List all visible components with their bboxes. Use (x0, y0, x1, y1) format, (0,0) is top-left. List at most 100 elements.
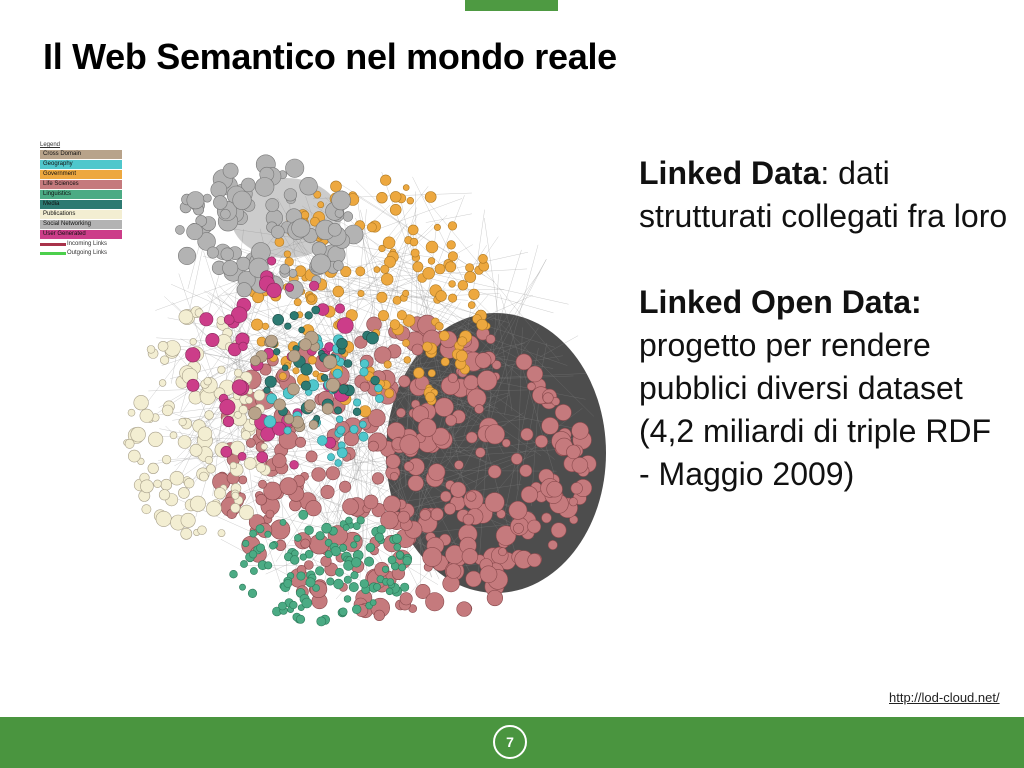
dataset-node (398, 375, 411, 388)
dataset-node (273, 348, 281, 356)
dataset-node (312, 584, 320, 592)
dataset-node (491, 360, 502, 370)
graph-nodes (123, 154, 597, 627)
dataset-node (440, 357, 450, 367)
dataset-node (289, 600, 298, 610)
legend-item: Social Networking (40, 220, 122, 229)
dataset-node (285, 283, 294, 292)
dataset-node (520, 427, 534, 441)
dataset-node (508, 500, 528, 520)
dataset-node (311, 305, 321, 315)
dataset-node (424, 191, 437, 203)
dataset-node (428, 463, 446, 481)
dataset-node (283, 188, 297, 202)
dataset-node (332, 285, 344, 298)
linked-data-paragraph: Linked Data: dati strutturati collegati … (639, 152, 1009, 238)
dataset-node (240, 560, 248, 568)
dataset-node (258, 479, 267, 489)
dataset-node (186, 191, 205, 210)
dataset-node (278, 601, 287, 611)
dataset-node (353, 398, 362, 407)
dataset-node (253, 389, 266, 402)
dataset-node (350, 571, 359, 580)
dataset-node (283, 578, 293, 588)
dataset-node (133, 395, 149, 411)
dataset-node (265, 198, 280, 212)
dataset-node (261, 322, 269, 330)
dataset-node (158, 489, 171, 501)
dataset-node (217, 529, 226, 537)
dataset-node (313, 190, 322, 199)
lod-term: Linked Open Data: (639, 284, 922, 320)
dataset-node (274, 237, 285, 247)
dataset-node (402, 556, 412, 566)
dataset-node (541, 512, 552, 524)
source-link[interactable]: http://lod-cloud.net/ (889, 690, 1000, 705)
dataset-node (178, 487, 190, 499)
dataset-node (255, 494, 268, 506)
dataset-node (160, 478, 173, 491)
dataset-node (197, 426, 213, 441)
dataset-node (366, 222, 377, 233)
dataset-node (376, 291, 388, 303)
dataset-node (285, 158, 305, 178)
dataset-node (296, 571, 306, 581)
dataset-node (169, 471, 185, 486)
dataset-node (485, 334, 496, 344)
dataset-node (247, 588, 258, 599)
dataset-node (398, 563, 407, 572)
dataset-node (345, 516, 353, 525)
dataset-node (373, 609, 385, 622)
legend-item: Cross Domain (40, 150, 122, 159)
dataset-node (279, 518, 287, 526)
dataset-node (554, 404, 572, 421)
graph-legend: Legend Cross Domain Geography Government Li… (40, 142, 122, 258)
dataset-node (356, 516, 365, 525)
dataset-node (335, 415, 344, 423)
dataset-node (520, 486, 539, 504)
dataset-node (147, 462, 159, 475)
dataset-node (222, 260, 239, 277)
dataset-node (378, 244, 386, 253)
dataset-node (415, 583, 431, 599)
dataset-node (324, 538, 333, 547)
dataset-node (266, 393, 278, 404)
dataset-node (206, 464, 216, 474)
dataset-node (223, 314, 235, 325)
dataset-node (238, 405, 248, 415)
dataset-node (239, 583, 246, 591)
dataset-node (568, 497, 578, 507)
dataset-node (510, 452, 523, 465)
dataset-node (515, 353, 533, 371)
dataset-node (234, 368, 243, 378)
dataset-node (383, 495, 401, 514)
dataset-node (399, 592, 413, 606)
dataset-node (387, 555, 397, 565)
dataset-node (464, 271, 477, 283)
graph-edge (332, 488, 346, 527)
dataset-node (199, 471, 209, 482)
dataset-node (219, 399, 236, 416)
dataset-node (468, 288, 480, 300)
dataset-node (321, 522, 332, 534)
dataset-node (197, 232, 216, 251)
dataset-node (422, 547, 443, 567)
dataset-node (217, 365, 226, 374)
dataset-node (434, 397, 454, 417)
dataset-node (343, 575, 352, 584)
dataset-node (303, 560, 314, 570)
dataset-node (487, 464, 502, 479)
dataset-node (186, 378, 200, 392)
dataset-node (189, 443, 203, 457)
legend-item: Geography (40, 160, 122, 169)
dataset-node (260, 443, 268, 451)
dataset-node (255, 524, 265, 534)
dataset-node (269, 541, 277, 550)
dataset-node (249, 550, 258, 559)
dataset-node (178, 246, 197, 265)
dataset-node (307, 355, 317, 365)
dataset-node (571, 457, 589, 474)
graph-edge (305, 219, 432, 578)
dataset-node (484, 424, 506, 445)
dataset-node (454, 460, 464, 470)
